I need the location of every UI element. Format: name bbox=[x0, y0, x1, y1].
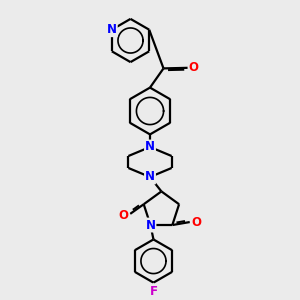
Text: O: O bbox=[118, 209, 129, 222]
Text: F: F bbox=[149, 284, 158, 298]
Text: N: N bbox=[107, 23, 117, 36]
Text: N: N bbox=[145, 140, 155, 154]
Text: O: O bbox=[191, 215, 201, 229]
Text: O: O bbox=[188, 61, 199, 74]
Text: N: N bbox=[146, 218, 155, 232]
Text: N: N bbox=[145, 170, 155, 184]
